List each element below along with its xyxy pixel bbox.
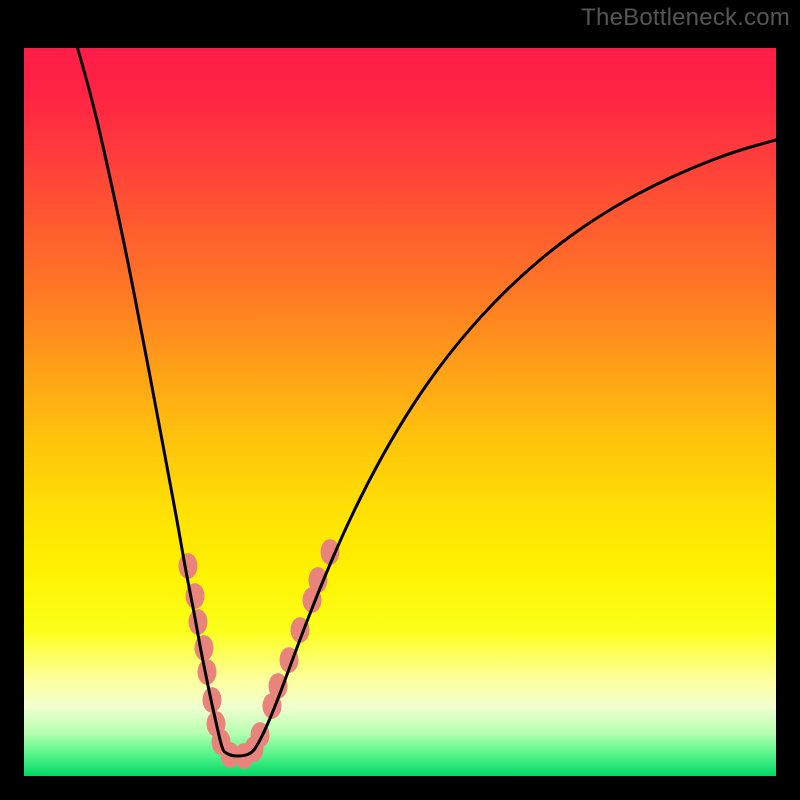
watermark-text: TheBottleneck.com [581,4,790,32]
chart-svg [0,0,800,800]
chart-frame: TheBottleneck.com [0,0,800,800]
gradient-plot-area [24,48,776,776]
